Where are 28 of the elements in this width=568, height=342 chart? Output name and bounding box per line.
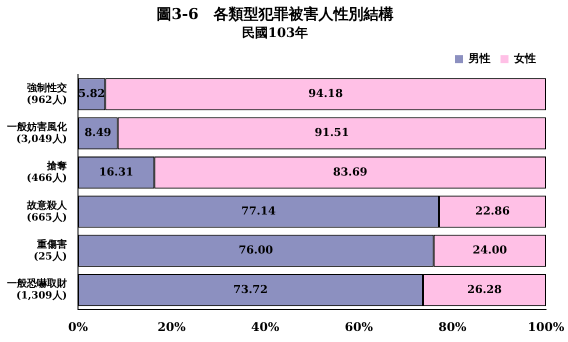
- data-label: 24.00: [472, 244, 508, 257]
- data-label: 16.31: [98, 165, 134, 178]
- y-tick-label: 故意殺人 (665人): [26, 199, 68, 224]
- x-tick-label: 60%: [344, 320, 374, 334]
- chart-subtitle: 民國103年: [242, 26, 308, 42]
- data-label: 77.14: [241, 204, 276, 218]
- x-tick-label: 40%: [251, 320, 280, 334]
- data-label: 76.00: [238, 244, 274, 257]
- data-label: 22.86: [475, 204, 510, 218]
- x-tick-label: 80%: [438, 320, 468, 334]
- legend-label: 女性: [513, 52, 536, 65]
- data-label: 5.82: [78, 87, 106, 100]
- y-tick-label: 一般恐嚇取財 (1,309人): [7, 278, 67, 302]
- y-tick-label: 一般妨害風化 (3,049人): [7, 120, 68, 145]
- data-label: 26.28: [467, 282, 502, 296]
- data-label: 83.69: [332, 165, 368, 178]
- data-label: 8.49: [84, 126, 112, 140]
- x-tick-label: 0%: [68, 320, 88, 334]
- chart-title: 圖3-6 各類型犯罪被害人性別結構: [156, 4, 394, 23]
- y-tick-label: 搶奪 (466人): [26, 160, 67, 184]
- data-label: 94.18: [308, 87, 344, 100]
- y-tick-label: 強制性交 (962人): [26, 82, 67, 106]
- y-tick-label: 重傷害 (25人): [34, 238, 67, 262]
- data-label: 73.72: [233, 282, 268, 296]
- data-label: 91.51: [314, 126, 350, 140]
- x-tick-label: 100%: [528, 320, 565, 334]
- x-tick-label: 20%: [158, 320, 186, 334]
- legend-label: 男性: [468, 52, 490, 65]
